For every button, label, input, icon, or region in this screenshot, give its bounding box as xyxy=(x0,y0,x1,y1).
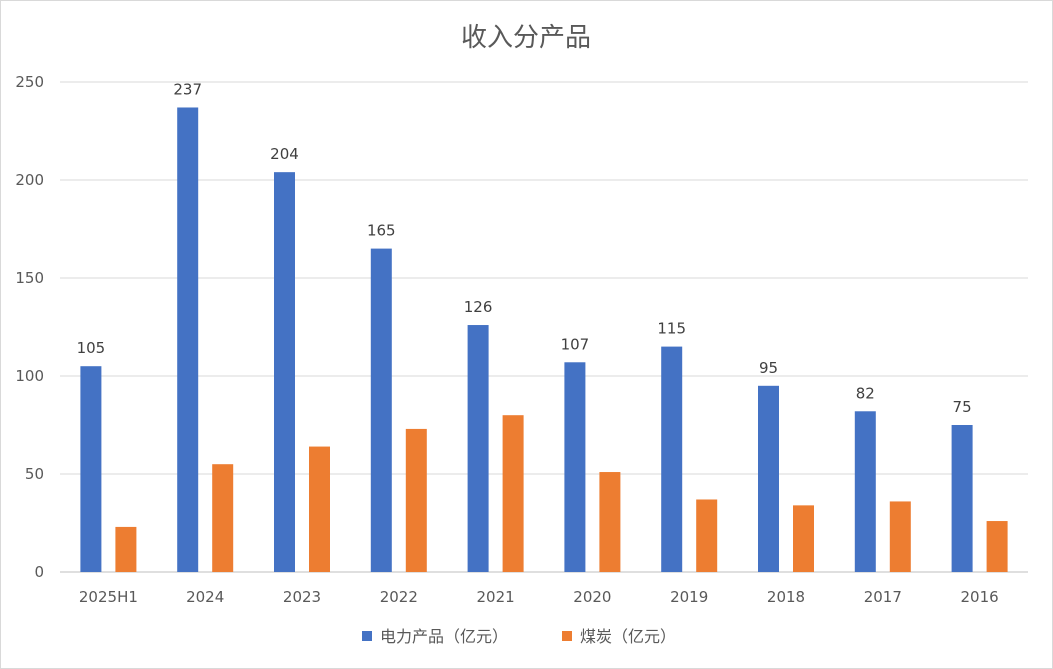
bar-power xyxy=(758,385,779,572)
bar-coal xyxy=(793,505,814,572)
bar-coal xyxy=(986,521,1008,572)
x-tick-label: 2017 xyxy=(864,588,902,606)
data-label: 95 xyxy=(759,359,778,377)
bar-coal xyxy=(889,501,911,572)
y-tick-label: 50 xyxy=(25,465,44,483)
bar-power xyxy=(661,346,683,572)
data-label: 165 xyxy=(367,222,396,240)
x-tick-label: 2024 xyxy=(186,588,224,606)
y-tick-label: 0 xyxy=(34,563,44,581)
legend-label-coal: 煤炭（亿元） xyxy=(580,627,676,646)
gridlines xyxy=(60,81,1028,573)
data-labels: 105 237 204 165 126 107 115 95 82 75 xyxy=(77,80,972,416)
legend-swatch-coal xyxy=(562,631,572,641)
x-tick-label: 2022 xyxy=(380,588,418,606)
y-tick-label: 200 xyxy=(15,171,44,189)
x-tick-label: 2020 xyxy=(573,588,611,606)
data-label: 237 xyxy=(173,80,202,98)
bar-coal xyxy=(599,472,621,572)
bar-power xyxy=(80,366,102,572)
x-tick-label: 2019 xyxy=(670,588,708,606)
bar-coal xyxy=(405,428,427,572)
bar-power xyxy=(951,425,973,572)
data-label: 204 xyxy=(270,145,299,163)
bar-coal xyxy=(696,499,718,572)
chart-title: 收入分产品 xyxy=(461,23,591,53)
bar-power xyxy=(274,172,295,572)
bar-power xyxy=(467,325,489,572)
bar-coal xyxy=(115,526,137,572)
x-tick-label: 2025H1 xyxy=(79,588,138,606)
x-tick-label: 2018 xyxy=(767,588,805,606)
data-label: 115 xyxy=(657,320,686,338)
data-label: 82 xyxy=(856,384,875,402)
y-tick-label: 250 xyxy=(15,73,44,91)
legend-label-power: 电力产品（亿元） xyxy=(380,627,508,646)
y-tick-label: 100 xyxy=(15,367,44,385)
bar-power xyxy=(177,107,199,572)
x-tick-label: 2023 xyxy=(283,588,321,606)
bar-power xyxy=(564,362,586,572)
x-tick-label: 2021 xyxy=(477,588,515,606)
bar-power xyxy=(370,248,392,572)
bars xyxy=(80,107,1008,572)
data-label: 75 xyxy=(953,398,972,416)
y-axis-ticks: 0 50 100 150 200 250 xyxy=(15,73,44,581)
y-tick-label: 150 xyxy=(15,269,44,287)
x-tick-label: 2016 xyxy=(961,588,999,606)
bar-coal xyxy=(212,464,234,572)
legend: 电力产品（亿元） 煤炭（亿元） xyxy=(362,627,676,646)
data-label: 107 xyxy=(561,335,590,353)
bar-power xyxy=(854,411,876,572)
legend-swatch-power xyxy=(362,631,372,641)
data-label: 105 xyxy=(77,339,106,357)
bar-coal xyxy=(502,415,524,572)
bar-coal xyxy=(309,446,330,572)
x-axis-ticks: 2025H1 2024 2023 2022 2021 2020 2019 2018 2017 20… xyxy=(79,588,999,606)
data-label: 126 xyxy=(464,298,493,316)
